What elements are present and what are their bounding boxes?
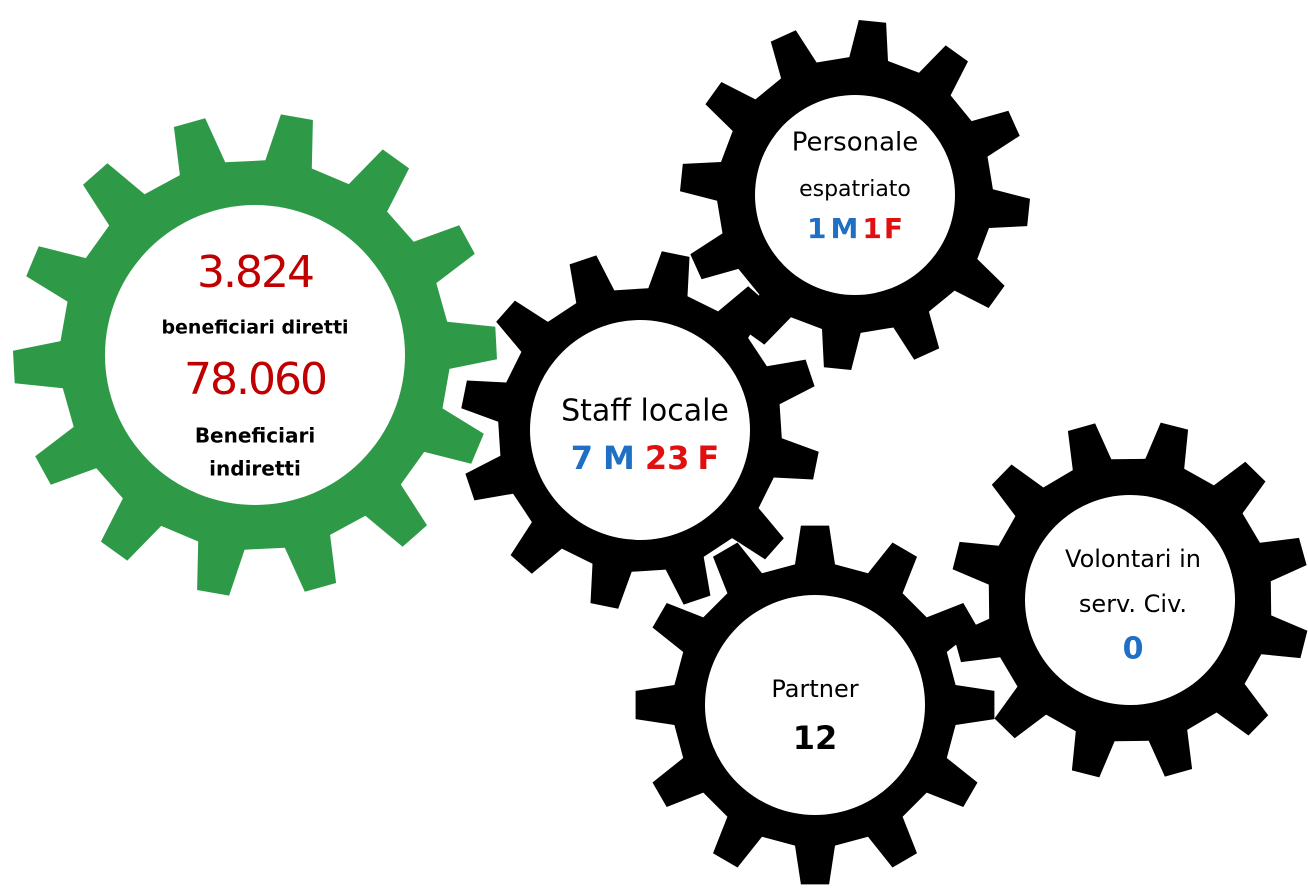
- indirect-value: 78.060: [184, 354, 326, 405]
- gears: [13, 20, 1308, 885]
- gear-hub: [755, 95, 955, 295]
- indirect-label: indiretti: [209, 457, 301, 481]
- gear-hub: [530, 320, 750, 540]
- f-label: F: [884, 212, 903, 245]
- volontari-label: Volontari in: [1065, 545, 1201, 573]
- m-count: 1: [807, 212, 826, 245]
- staff-counts: 7 M 23 F: [571, 439, 720, 477]
- partner-label: Partner: [771, 675, 858, 703]
- gear-hub: [1025, 495, 1235, 705]
- volontari-text: Volontari in serv. Civ. 0: [1065, 545, 1201, 667]
- f-label: F: [697, 439, 719, 477]
- m-label: M: [830, 212, 858, 245]
- m-count: 7: [571, 439, 593, 477]
- personale-counts: 1 M 1F: [807, 212, 903, 245]
- direct-value: 3.824: [197, 247, 313, 298]
- beneficiari-text: 3.824 beneficiari diretti 78.060 Benefic…: [161, 247, 348, 481]
- personale-text: Personale espatriato 1 M 1F: [792, 128, 919, 246]
- personale-label: espatriato: [799, 177, 911, 202]
- gear-hub: [105, 205, 405, 505]
- indirect-label: Beneficiari: [195, 424, 315, 448]
- volontari-value: 0: [1123, 632, 1144, 667]
- staff-text: Staff locale 7 M 23 F: [561, 394, 729, 478]
- partner-text: Partner 12: [771, 675, 858, 757]
- m-label: M: [603, 439, 635, 477]
- f-count: 1: [862, 212, 881, 245]
- personale-label: Personale: [792, 128, 919, 158]
- volontari-label: serv. Civ.: [1079, 590, 1187, 618]
- direct-label: beneficiari diretti: [161, 317, 348, 339]
- gear-hub: [705, 595, 925, 815]
- f-count: 23: [645, 439, 690, 477]
- partner-value: 12: [793, 719, 838, 757]
- staff-label: Staff locale: [561, 394, 729, 429]
